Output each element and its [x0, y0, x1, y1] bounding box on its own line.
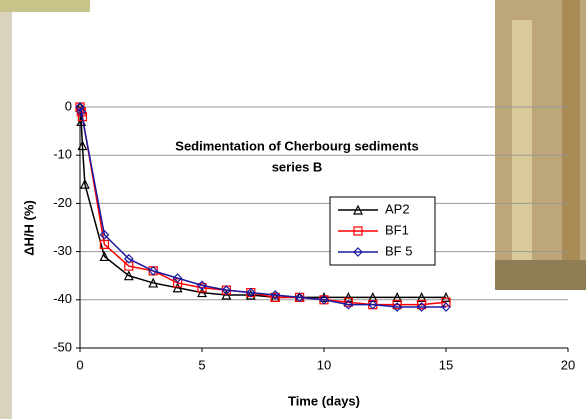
chart-title: Sedimentation of Cherbourg sediments — [175, 138, 418, 153]
x-axis-label: Time (days) — [288, 393, 360, 408]
marker — [221, 289, 232, 300]
left-photo-strip — [0, 0, 12, 419]
marker — [221, 285, 231, 295]
marker — [148, 266, 158, 276]
marker — [245, 287, 256, 298]
marker — [270, 290, 281, 300]
marker — [148, 277, 159, 288]
legend-label: AP2 — [385, 201, 410, 216]
marker — [392, 302, 403, 312]
marker — [77, 140, 88, 151]
marker — [99, 239, 110, 249]
marker — [392, 292, 403, 302]
marker — [197, 280, 207, 291]
marker — [319, 294, 329, 305]
x-tick-label: 5 — [198, 357, 205, 372]
marker — [172, 273, 183, 283]
marker — [441, 292, 451, 302]
chart-subtitle: series B — [272, 159, 323, 174]
y-tick-label: 0 — [65, 98, 72, 113]
marker — [123, 253, 134, 264]
x-tick-label: 20 — [561, 357, 575, 372]
y-axis-label: ΔH/H (%) — [21, 200, 36, 256]
marker — [294, 292, 305, 303]
marker — [123, 270, 134, 281]
marker — [441, 302, 451, 312]
marker — [197, 287, 207, 298]
marker — [99, 229, 110, 240]
y-tick-label: -20 — [53, 195, 72, 210]
y-tick-label: -30 — [53, 243, 72, 258]
marker — [368, 300, 378, 310]
marker — [270, 292, 280, 302]
marker — [172, 282, 183, 293]
x-tick-label: 0 — [76, 357, 83, 372]
photo-column — [562, 0, 580, 290]
marker — [197, 283, 207, 293]
legend-marker — [353, 247, 363, 257]
marker — [295, 292, 305, 302]
marker — [417, 300, 427, 310]
y-tick-label: -40 — [53, 291, 72, 306]
legend-marker — [353, 204, 363, 215]
x-tick-label: 10 — [317, 357, 331, 372]
photo-floor — [495, 260, 586, 290]
marker — [75, 102, 85, 112]
marker — [416, 302, 427, 312]
series-line — [79, 106, 446, 308]
marker — [99, 251, 110, 262]
y-tick-label: -10 — [53, 147, 72, 162]
marker — [246, 287, 256, 298]
y-tick-label: -50 — [53, 339, 72, 354]
marker — [148, 266, 159, 276]
marker — [76, 106, 87, 117]
legend-marker — [353, 226, 363, 236]
top-decoration — [0, 0, 90, 12]
marker — [367, 299, 378, 310]
marker — [79, 178, 90, 189]
marker — [221, 285, 232, 296]
legend-label: BF1 — [385, 222, 409, 237]
legend-label: BF 5 — [385, 243, 412, 258]
marker — [416, 292, 427, 302]
marker — [343, 299, 354, 310]
x-tick-label: 15 — [439, 357, 453, 372]
marker — [319, 295, 329, 305]
